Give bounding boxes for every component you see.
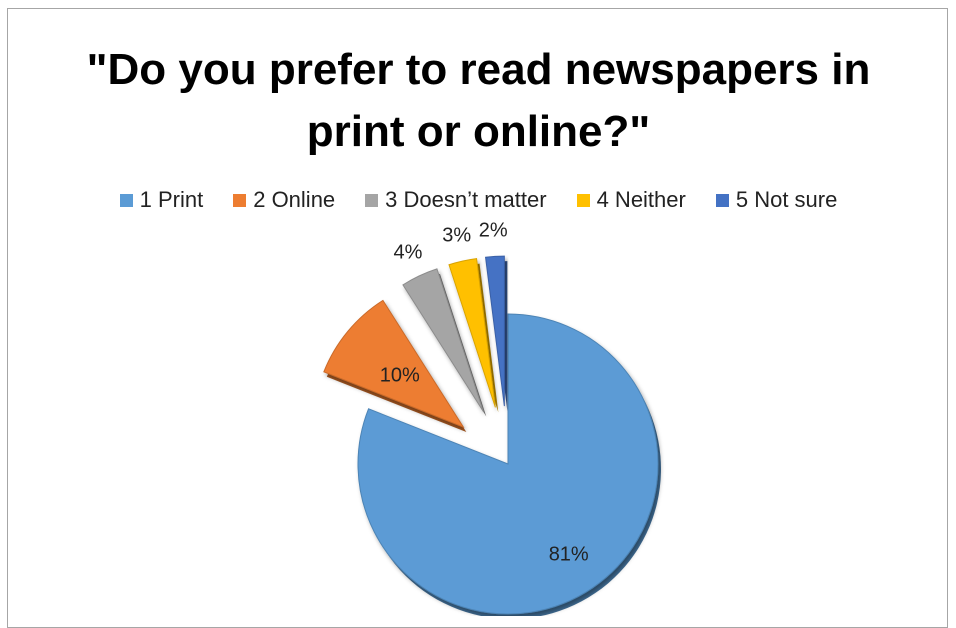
chart-title-line-1: "Do you prefer to read newspapers in: [86, 45, 871, 94]
legend-item-not-sure: 5 Not sure: [715, 187, 838, 213]
data-label-online: 10%: [380, 364, 420, 386]
legend-label-online: 2 Online: [253, 187, 336, 212]
chart-title: "Do you prefer to read newspapers in pri…: [8, 39, 949, 163]
legend-item-online: 2 Online: [233, 187, 335, 213]
legend: 1 Print 2 Online 3 Doesn’t matter 4 Neit…: [8, 187, 949, 213]
data-label-doesnt-matter: 4%: [393, 241, 422, 263]
pie-slice-doesnt-matter: [402, 268, 484, 412]
legend-label-neither: 4 Neither: [596, 187, 686, 212]
pie-chart: 81% 10% 4% 3% 2%: [323, 219, 661, 616]
data-label-neither: 3%: [442, 225, 471, 247]
legend-swatch-print: [119, 193, 133, 207]
legend-item-print: 1 Print: [119, 187, 204, 213]
legend-swatch-online: [233, 193, 247, 207]
legend-item-neither: 4 Neither: [576, 187, 686, 213]
pie-slice-not-sure: [484, 255, 505, 407]
pie-slice-print: [357, 313, 659, 615]
legend-swatch-neither: [576, 193, 590, 207]
legend-item-doesnt-matter: 3 Doesn’t matter: [365, 187, 547, 213]
legend-swatch-doesnt-matter: [365, 193, 379, 207]
chart-area: "Do you prefer to read newspapers in pri…: [7, 8, 948, 628]
pie-slice-neither: [448, 258, 496, 408]
data-label-not-sure: 2%: [479, 219, 508, 241]
legend-label-not-sure: 5 Not sure: [735, 187, 838, 212]
legend-label-print: 1 Print: [139, 187, 204, 212]
pie-slice-online: [323, 299, 465, 429]
data-label-print: 81%: [549, 543, 589, 565]
legend-swatch-not-sure: [715, 193, 729, 207]
legend-label-doesnt-matter: 3 Doesn’t matter: [385, 187, 547, 212]
chart-title-line-2: print or online?": [306, 107, 651, 156]
